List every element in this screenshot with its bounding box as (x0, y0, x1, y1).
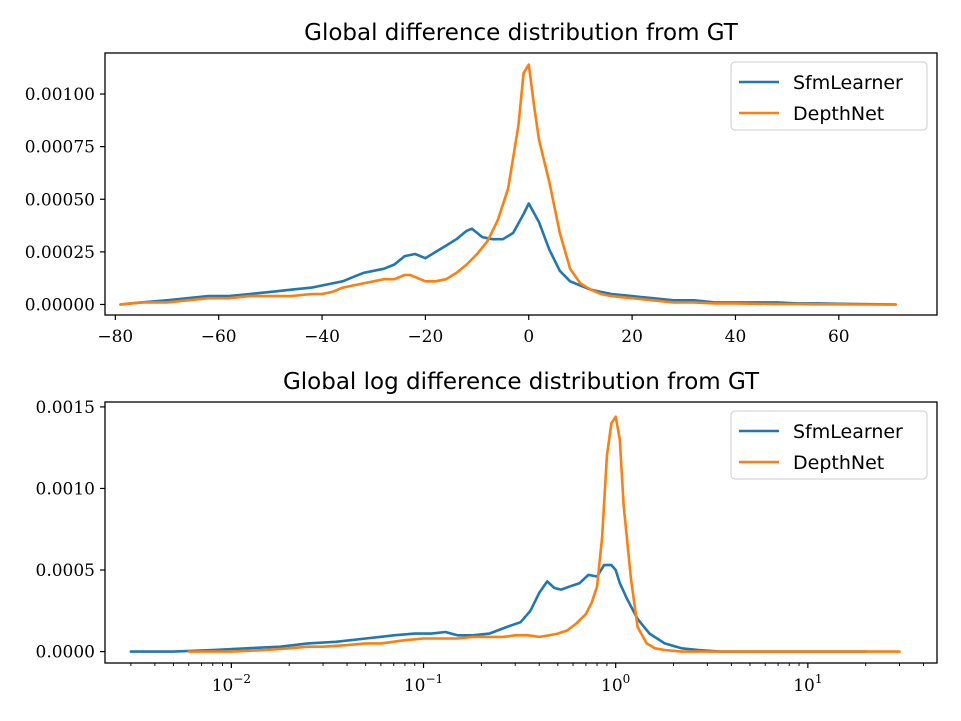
series-line-sfmlearner (119, 202, 898, 306)
x-tick-label: 10−1 (404, 672, 443, 696)
y-tick-label: 0.0010 (36, 479, 95, 499)
series-line-sfmlearner (129, 563, 868, 653)
top-chart-title: Global difference distribution from GT (304, 20, 739, 46)
y-tick-label: 0.0000 (36, 643, 95, 663)
y-tick-label: 0.0015 (36, 398, 95, 418)
y-tick-label: 0.00000 (25, 295, 95, 315)
x-tick-label: 100 (601, 672, 630, 696)
legend-box (730, 61, 928, 131)
bottom-chart-title: Global log difference distribution from … (283, 369, 760, 395)
y-tick-label: 0.00050 (25, 190, 95, 210)
top-y-axis: 0.00000 0.00025 0.00050 0.00075 0.00100 (25, 85, 105, 315)
x-tick-label: 40 (725, 327, 747, 347)
legend-label: SfmLearner (793, 72, 903, 94)
x-tick-label: −40 (304, 327, 340, 347)
x-tick-label: −20 (407, 327, 443, 347)
series-line-depthnet (187, 415, 901, 653)
y-tick-label: 0.00100 (25, 85, 95, 105)
legend-label: DepthNet (793, 452, 884, 474)
x-tick-label: 10−2 (212, 672, 251, 696)
bottom-chart-panel: Global log difference distribution from … (36, 369, 938, 696)
bottom-series-lines (129, 415, 901, 653)
y-tick-label: 0.00075 (25, 138, 95, 158)
top-plot-frame (104, 52, 938, 316)
bottom-legend: SfmLearner DepthNet (730, 410, 928, 480)
top-legend: SfmLearner DepthNet (730, 61, 928, 131)
x-tick-label: 0 (523, 327, 534, 347)
top-series-lines (119, 63, 898, 306)
legend-label: DepthNet (793, 103, 884, 125)
series-line-depthnet (119, 63, 898, 306)
x-tick-label: 60 (828, 327, 850, 347)
x-tick-label: −60 (201, 327, 237, 347)
legend-box (730, 410, 928, 480)
y-tick-label: 0.0005 (36, 561, 95, 581)
top-x-axis: −80 −60 −40 −20 0 20 40 60 (97, 315, 850, 347)
bottom-x-axis: 10−2 10−1 100 101 (130, 663, 924, 696)
legend-label: SfmLearner (793, 421, 903, 443)
y-tick-label: 0.00025 (25, 243, 95, 263)
x-tick-label: 20 (621, 327, 643, 347)
bottom-plot-frame (104, 401, 938, 664)
bottom-y-axis: 0.0000 0.0005 0.0010 0.0015 (36, 398, 105, 663)
x-tick-label: −80 (97, 327, 133, 347)
top-chart-panel: Global difference distribution from GT −… (25, 20, 938, 347)
x-tick-label: 101 (793, 672, 822, 696)
